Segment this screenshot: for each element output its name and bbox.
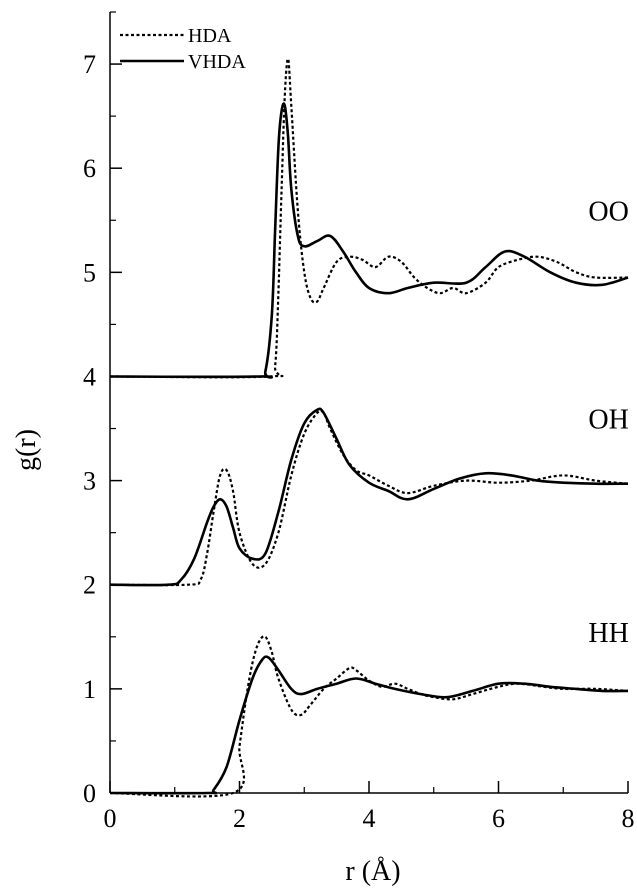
series-line-hh-hda [110,636,628,796]
x-tick-label: 8 [622,804,635,833]
legend: HDA VHDA [120,25,246,73]
y-tick-label: 6 [83,154,96,183]
y-tick-label: 5 [83,258,96,287]
series-line-oh-hda [110,411,628,585]
legend-label-vhda: VHDA [188,51,246,73]
x-tick-label: 4 [363,804,376,833]
x-axis-title: r (Å) [345,856,400,887]
y-tick-label: 2 [83,571,96,600]
y-tick-label: 0 [83,779,96,808]
y-axis-title: g(r) [11,429,42,471]
x-tick-label: 2 [233,804,246,833]
series-line-oo-hda [110,59,628,377]
annotation-oo: OO [588,196,628,227]
plot-area [110,59,628,797]
y-tick-label: 7 [83,50,96,79]
x-tick-label: 6 [492,804,505,833]
axes: 0 2 4 6 8 0 1 2 3 4 5 6 7 [83,12,635,833]
annotation-hh: HH [588,618,628,649]
series-line-oh-vhda [110,409,628,585]
y-tick-label: 1 [83,675,96,704]
series-line-oo-vhda [110,104,628,378]
series-line-hh-vhda [110,657,628,794]
x-tick-label: 0 [104,804,117,833]
y-tick-label: 4 [83,362,96,391]
annotations: OO OH HH [588,196,628,649]
legend-label-hda: HDA [188,25,232,47]
annotation-oh: OH [588,405,628,436]
y-tick-label: 3 [83,467,96,496]
